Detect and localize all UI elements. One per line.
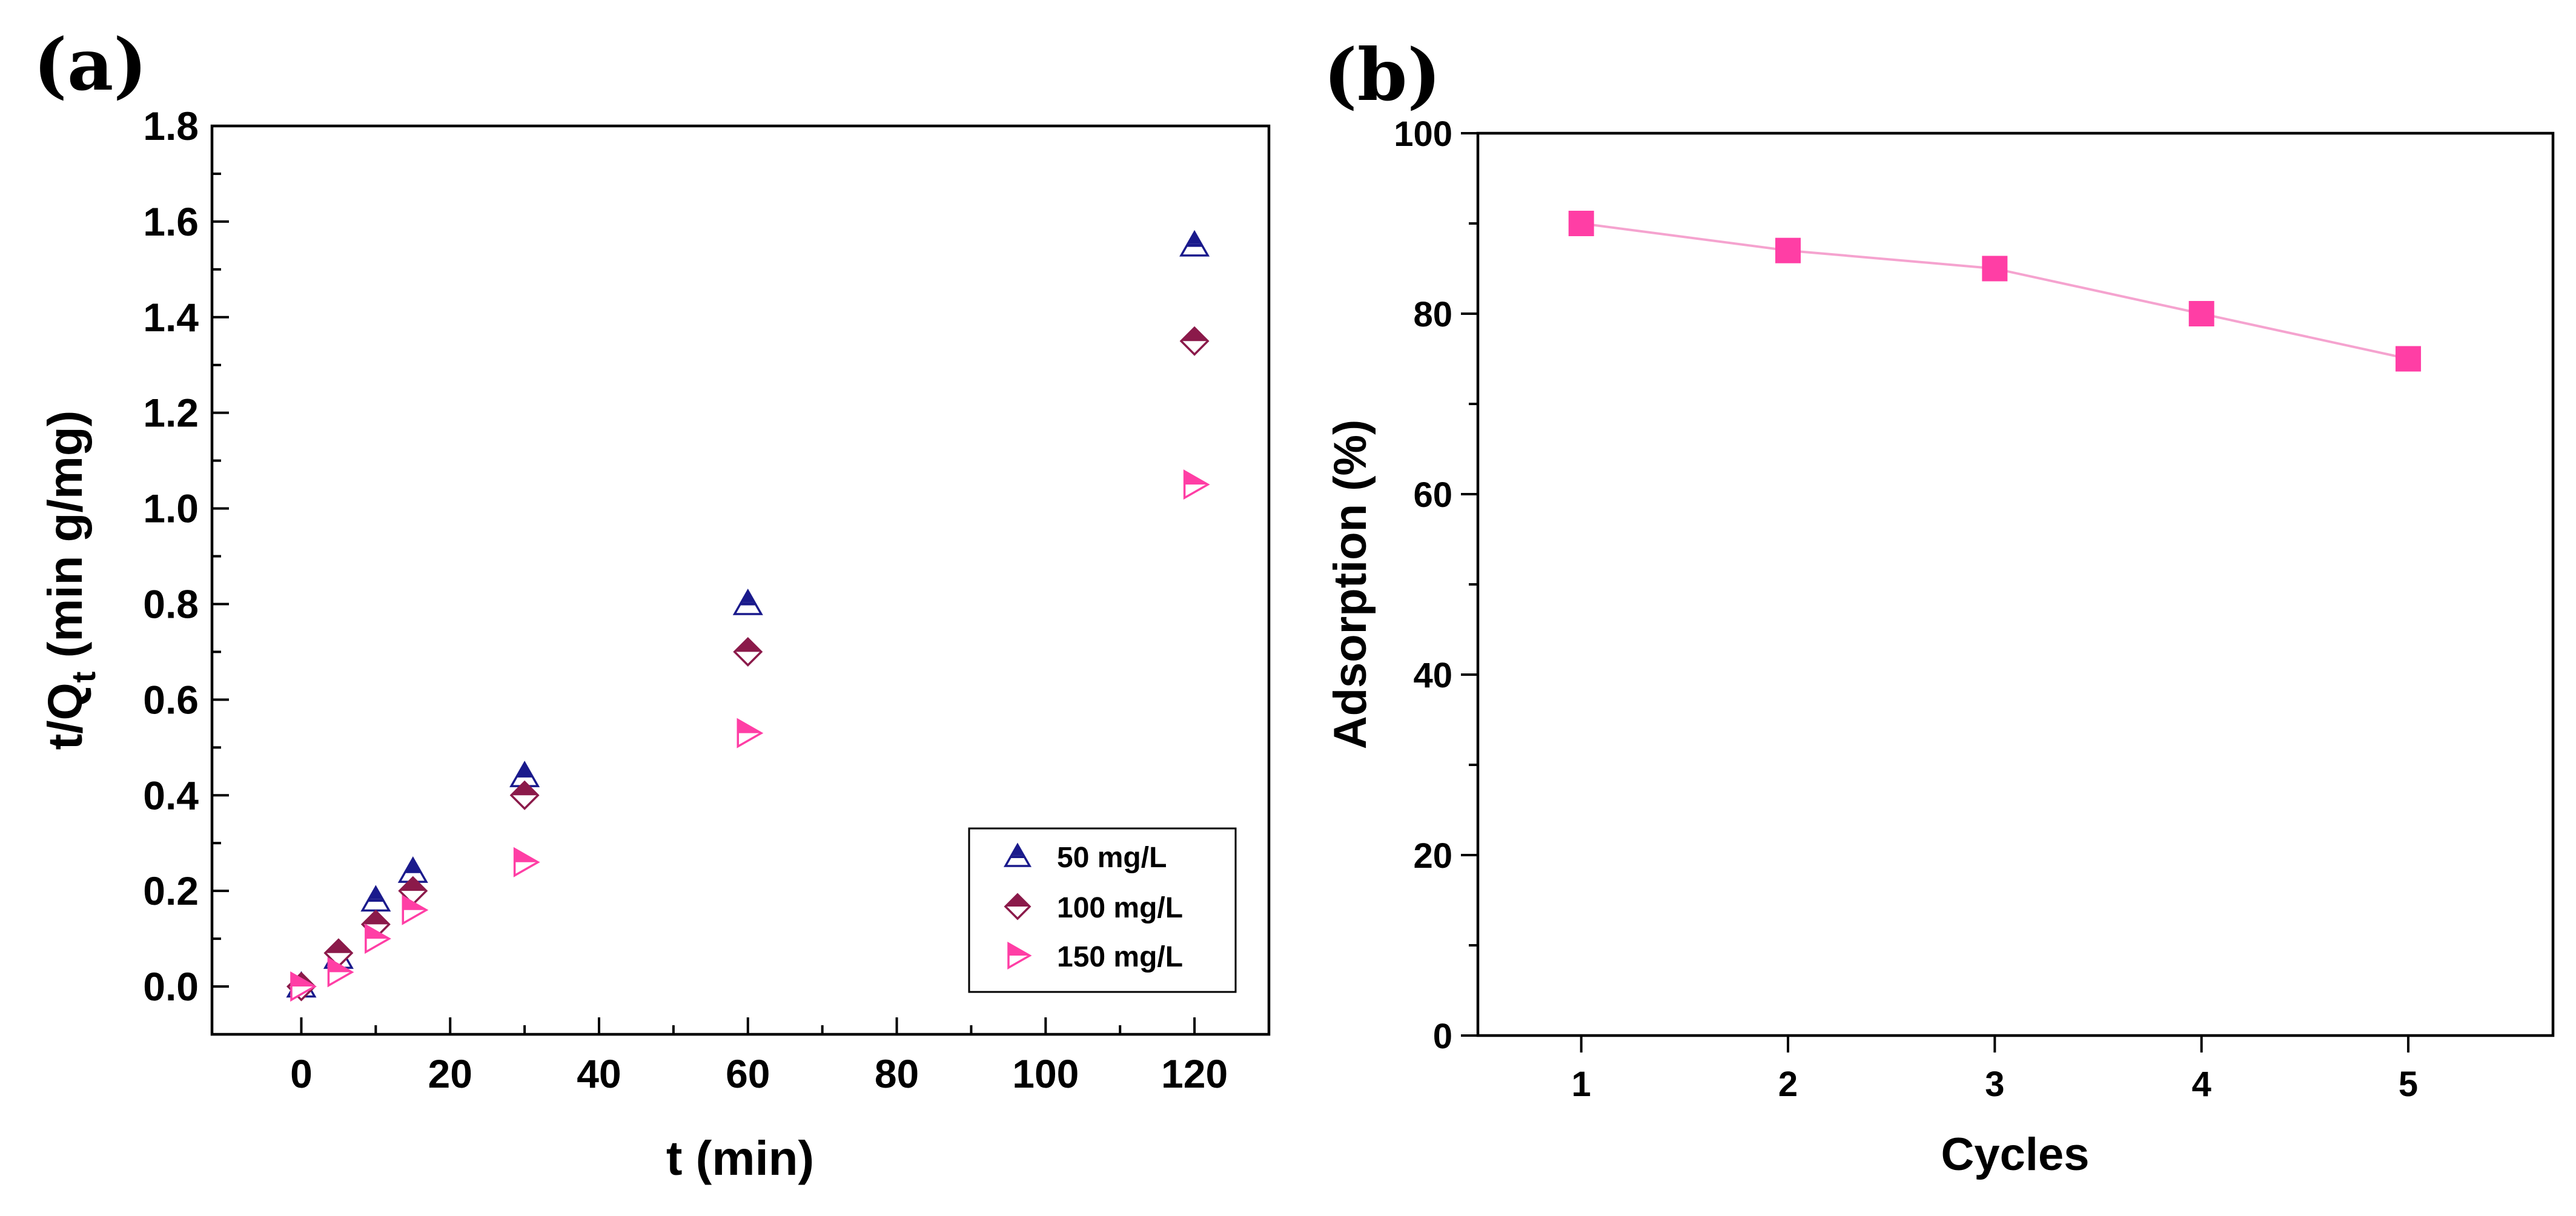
x-tick-label: 120 [1161,1051,1228,1096]
x-tick-label: 0 [290,1051,313,1096]
panel-b-y-axis-title: Adsorption (%) [1325,420,1376,750]
x-tick-label: 60 [726,1051,770,1096]
y-axis-title-unit: (min g/mg) [38,411,92,672]
panel-b-ticks [1461,132,2410,1052]
x-tick-label: 2 [1778,1065,1798,1104]
panel-a-plot-frame [210,124,1271,1036]
data-point-150-mg-L [737,718,764,748]
panel-b-y-tick-labels: 0 20 40 60 80 100 [1394,114,1452,1056]
y-tick-label: 1.4 [143,295,199,340]
x-tick-label: 20 [428,1051,472,1096]
x-tick-label: 4 [2192,1065,2211,1104]
data-point-50-mg-L [397,856,428,883]
y-tick-label: 0.6 [143,677,199,722]
data-point-cycle-1 [1568,211,1594,236]
data-point-50-mg-L [732,588,763,615]
panel-b-points [1568,211,2422,372]
data-point-100-mg-L [733,636,763,667]
data-point-50-mg-L [1179,230,1210,257]
data-point-150-mg-L [327,957,354,988]
panel-b-series-line [1581,222,2409,360]
y-tick-label: 1.8 [143,104,199,148]
panel-a-y-tick-labels: 0.0 0.2 0.4 0.6 0.8 1.0 1.2 1.4 1.6 1.8 [143,104,199,1009]
data-point-100-mg-L [1179,326,1210,356]
panel-b-plot-frame [1476,131,2555,1037]
adsorption-line [1581,222,2409,360]
legend-marker-150-mg-L [1007,941,1032,970]
panel-a-ticks [212,125,1196,1034]
y-tick-label: 1.2 [143,391,199,435]
panel-a-legend: 50 mg/L 100 mg/L 150 mg/L [968,827,1237,993]
y-tick-label: 0.2 [143,868,199,913]
data-point-150-mg-L [402,894,429,925]
panel-b-x-axis-title: Cycles [1941,1129,2089,1180]
legend-label-150: 150 mg/L [1057,941,1183,973]
y-tick-label: 60 [1413,475,1452,515]
legend-label-100: 100 mg/L [1057,892,1183,924]
x-tick-label: 3 [1985,1065,2004,1104]
y-tick-label: 0.4 [143,773,199,818]
legend-marker-100-mg-L [1004,893,1031,920]
x-tick-label: 80 [875,1051,919,1096]
data-point-cycle-5 [2396,346,2422,372]
x-tick-label: 5 [2399,1065,2418,1104]
y-axis-title-subscript: t [64,672,102,683]
y-tick-label: 1.6 [143,199,199,244]
data-point-100-mg-L [509,780,540,810]
panel-b-x-tick-labels: 1 2 3 4 5 [1572,1065,2419,1104]
y-tick-label: 40 [1413,656,1452,695]
data-point-cycle-3 [1982,256,2008,282]
y-tick-label: 0 [1433,1017,1452,1056]
y-tick-label: 0.0 [143,964,199,1009]
panel-a-label: (a) [33,22,147,107]
panel-a-x-axis-title: t (min) [666,1131,814,1185]
y-tick-label: 0.8 [143,581,199,626]
data-point-150-mg-L [1183,469,1210,500]
data-point-150-mg-L [513,847,540,877]
legend-marker-50-mg-L [1003,842,1032,867]
data-point-cycle-4 [2188,301,2214,326]
y-tick-label: 80 [1413,295,1452,334]
panel-a-points [286,230,1210,1002]
data-point-150-mg-L [365,924,391,954]
y-axis-title-main: t/Q [38,682,92,750]
panel-b-label: (b) [1323,33,1441,117]
x-tick-label: 1 [1572,1065,1591,1104]
panel-a-x-tick-labels: 0 20 40 60 80 100 120 [290,1051,1228,1096]
legend-label-50: 50 mg/L [1057,842,1167,874]
x-tick-label: 100 [1012,1051,1079,1096]
data-point-50-mg-L [360,885,391,912]
y-tick-label: 20 [1413,836,1452,876]
panel-a: (a) 0 20 40 60 80 100 120 0.0 0.2 0.4 0.6 0.8 1.0 1.… [33,22,1271,1185]
data-point-cycle-2 [1775,237,1801,263]
panel-b: (b) 1 2 3 4 5 0 20 40 60 80 100 Cycles Adsorption… [1323,33,2555,1180]
legend-markers [1003,842,1032,970]
y-tick-label: 100 [1394,114,1452,154]
y-tick-label: 1.0 [143,486,199,531]
data-point-150-mg-L [290,971,317,1002]
panel-a-y-axis-title: t/Qt (min g/mg) [38,411,102,750]
x-tick-label: 40 [577,1051,621,1096]
